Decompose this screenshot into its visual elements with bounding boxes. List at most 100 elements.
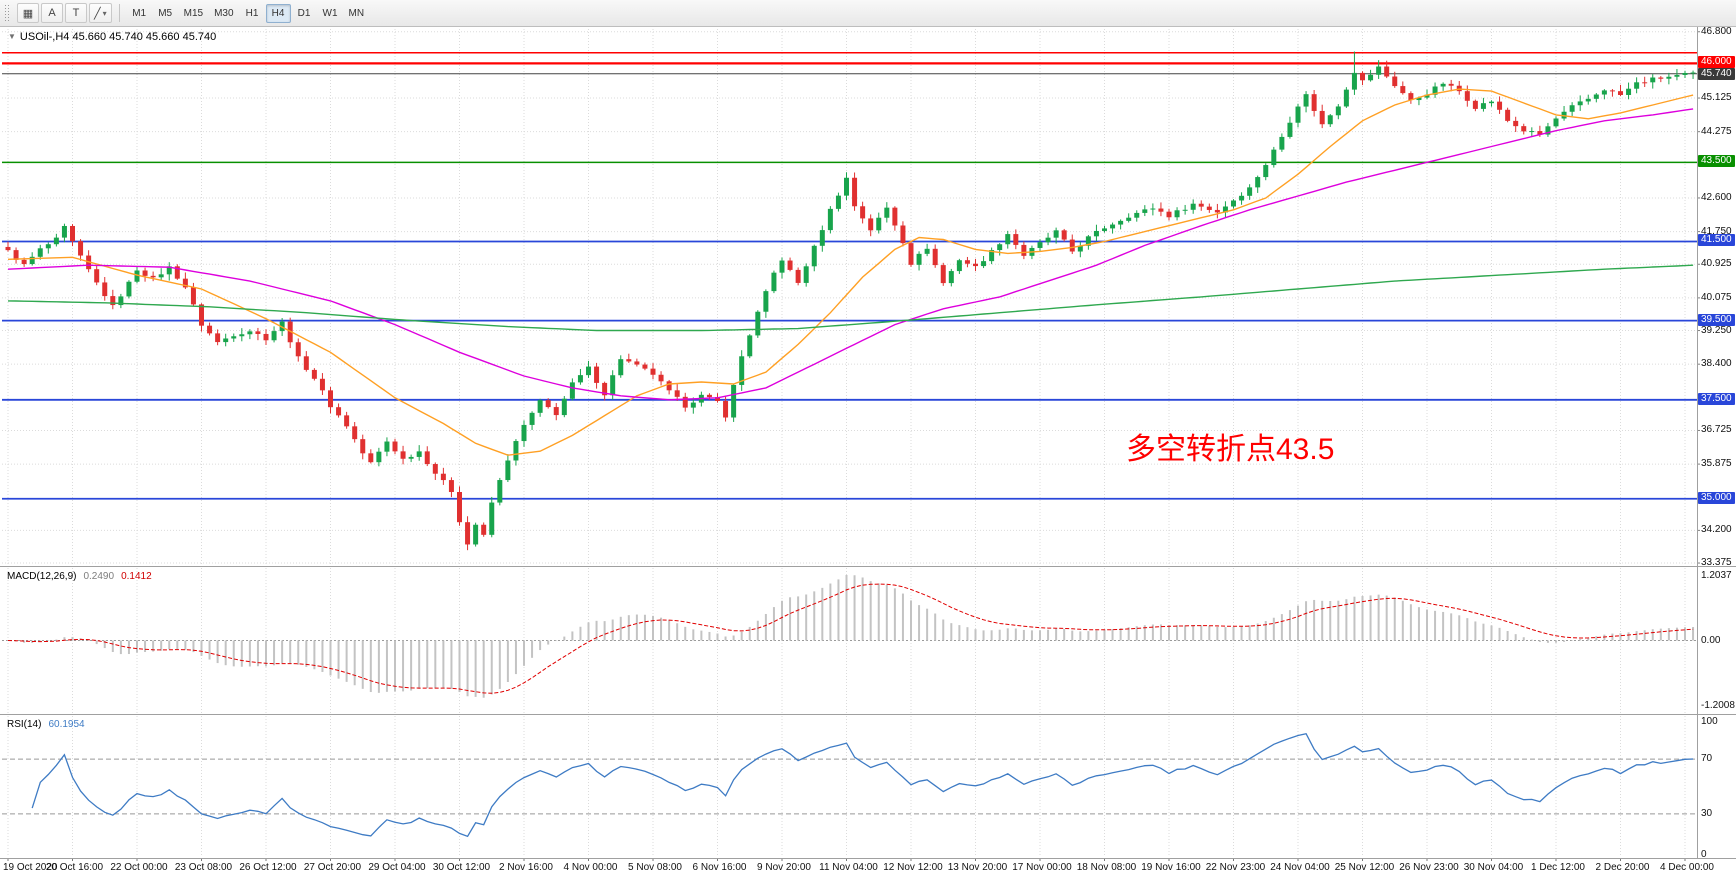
level-price-tag: 41.500	[1698, 234, 1735, 247]
macd-histogram-bar	[861, 577, 864, 641]
macd-histogram-bar	[910, 600, 912, 641]
macd-histogram-bar	[1522, 637, 1525, 641]
macd-histogram-bar	[1482, 623, 1485, 641]
price-axis-label: 33.375	[1701, 557, 1732, 569]
macd-histogram-bar	[885, 584, 888, 641]
price-axis-label: 46.800	[1701, 25, 1732, 37]
macd-histogram-bar	[402, 640, 405, 692]
rsi-value: 60.1954	[48, 719, 85, 730]
macd-histogram-bar	[998, 629, 1001, 641]
time-axis-label: 23 Oct 08:00	[174, 862, 233, 873]
macd-histogram-bar	[1232, 626, 1235, 641]
timeframe-w1-button[interactable]: W1	[322, 7, 338, 19]
macd-histogram-bar	[103, 640, 106, 649]
macd-histogram-bar	[676, 623, 679, 641]
tool-charts-button[interactable]: ▦	[17, 3, 39, 23]
price-axis-label: 38.400	[1701, 358, 1732, 370]
macd-histogram-bar	[1579, 639, 1582, 641]
macd-histogram-bar	[1409, 604, 1412, 641]
macd-histogram-bar	[966, 627, 969, 641]
macd-histogram-bar	[1401, 600, 1404, 641]
timeframe-d1-button[interactable]: D1	[297, 7, 311, 19]
macd-histogram-bar	[1450, 613, 1453, 641]
macd-histogram-bar	[1329, 601, 1332, 641]
macd-histogram-bar	[668, 620, 671, 641]
macd-histogram-bar	[192, 640, 195, 653]
macd-histogram-bar	[1159, 624, 1162, 641]
macd-axis-label: 0.00	[1701, 634, 1721, 646]
tool-cursor-button[interactable]: A	[41, 3, 63, 23]
macd-histogram-bar	[353, 640, 356, 686]
macd-histogram-bar	[877, 583, 880, 641]
macd-histogram-bar	[635, 614, 638, 641]
timeframe-m15-button[interactable]: M15	[183, 7, 204, 19]
macd-histogram-bar	[652, 615, 654, 641]
time-axis-label: 20 Oct 16:00	[45, 862, 104, 873]
macd-histogram-bar	[926, 608, 929, 641]
collapse-arrow-icon[interactable]: ▼	[8, 32, 16, 41]
toolbar-grip[interactable]	[4, 4, 11, 22]
time-axis-label: 12 Nov 12:00	[883, 862, 943, 873]
macd-histogram-bar	[1119, 628, 1122, 641]
macd-axis-label: 1.2037	[1701, 570, 1732, 581]
macd-histogram-bar	[627, 615, 630, 641]
macd-histogram-bar	[756, 620, 759, 641]
timeframe-m1-button[interactable]: M1	[132, 7, 147, 19]
tool-text-button[interactable]: T	[65, 3, 87, 23]
macd-histogram-bar	[893, 588, 896, 641]
macd-histogram-bar	[442, 640, 445, 689]
macd-histogram-bar	[587, 622, 590, 641]
macd-histogram-bar	[1184, 625, 1187, 641]
timeframe-mn-button[interactable]: MN	[348, 7, 365, 19]
macd-histogram-bar	[55, 639, 58, 641]
timeframe-m5-button[interactable]: M5	[158, 7, 173, 19]
time-axis-label: 4 Nov 00:00	[563, 862, 618, 873]
timeframe-h1-button[interactable]: H1	[245, 7, 259, 19]
macd-histogram-bar	[716, 633, 719, 641]
macd-histogram-bar	[232, 640, 235, 667]
rsi-axis-label: 70	[1701, 753, 1713, 765]
macd-histogram-bar	[1321, 600, 1324, 641]
macd-histogram-bar	[426, 640, 429, 689]
macd-histogram-bar	[1345, 599, 1348, 641]
time-axis-label: 29 Oct 04:00	[368, 862, 426, 873]
macd-histogram-bar	[611, 619, 614, 641]
tool-shapes-button[interactable]: ╱ ▾	[89, 3, 112, 23]
price-axis-label: 35.875	[1701, 458, 1732, 470]
rsi-axis-label: 100	[1701, 716, 1718, 727]
macd-histogram-bar	[950, 623, 953, 641]
macd-histogram-bar	[708, 631, 711, 641]
macd-histogram-bar	[474, 640, 477, 697]
bid-price-tag: 45.740	[1698, 67, 1735, 80]
macd-histogram-bar	[1546, 640, 1549, 643]
macd-histogram-bar	[297, 640, 300, 665]
macd-histogram-bar	[1506, 631, 1509, 641]
macd-histogram-bar	[1313, 599, 1316, 641]
macd-name: MACD(12,26,9)	[7, 571, 77, 582]
macd-histogram-bar	[1667, 628, 1670, 641]
level-price-tag: 37.500	[1698, 392, 1735, 405]
macd-histogram-bar	[514, 640, 517, 675]
macd-indicator-label: MACD(12,26,9) 0.2490 0.1412	[7, 571, 152, 582]
macd-histogram-bar	[555, 640, 558, 642]
macd-histogram-bar	[1224, 627, 1227, 641]
macd-histogram-bar	[337, 640, 340, 679]
macd-histogram-bar	[1248, 625, 1251, 641]
macd-histogram-bar	[410, 640, 413, 691]
macd-histogram-bar	[845, 575, 848, 641]
macd-axis-label: -1.2008	[1701, 700, 1735, 711]
macd-histogram-bar	[1490, 625, 1493, 641]
macd-histogram-bar	[144, 640, 147, 653]
macd-histogram-bar	[1022, 629, 1025, 641]
macd-histogram-bar	[176, 640, 179, 650]
timeframe-m30-button[interactable]: M30	[214, 7, 234, 19]
timeframe-h4-button[interactable]: H4	[265, 3, 291, 23]
macd-histogram-bar	[466, 640, 469, 697]
annotation-text: 多空转折点43.5	[1126, 433, 1335, 466]
macd-histogram-bar	[1627, 632, 1630, 641]
macd-histogram-bar	[1474, 621, 1477, 641]
macd-histogram-bar	[1297, 605, 1299, 641]
time-axis-label: 1 Dec 12:00	[1531, 862, 1585, 873]
macd-histogram-bar	[1288, 610, 1291, 641]
